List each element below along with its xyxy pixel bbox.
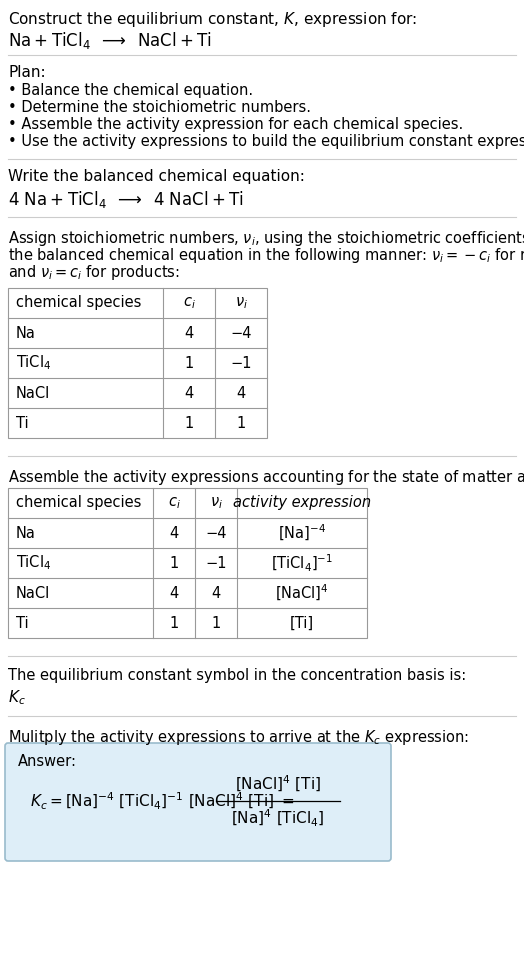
Text: 1: 1 [184, 355, 194, 371]
Text: NaCl: NaCl [16, 386, 50, 400]
Text: $K_c = [\mathrm{Na}]^{-4}\ [\mathrm{TiCl_4}]^{-1}\ [\mathrm{NaCl}]^4\ [\mathrm{T: $K_c = [\mathrm{Na}]^{-4}\ [\mathrm{TiCl… [30, 791, 294, 812]
Text: Na: Na [16, 326, 36, 341]
Text: [TiCl$_4$]$^{-1}$: [TiCl$_4$]$^{-1}$ [271, 552, 333, 574]
Text: [Ti]: [Ti] [290, 616, 314, 630]
Text: [NaCl]$^4$: [NaCl]$^4$ [275, 583, 329, 603]
Text: 4: 4 [211, 585, 221, 601]
Text: $\nu_i$: $\nu_i$ [235, 295, 247, 310]
Text: 4: 4 [184, 326, 194, 341]
Bar [8, 488, 367, 638]
Text: and $\nu_i = c_i$ for products:: and $\nu_i = c_i$ for products: [8, 263, 180, 282]
Text: $c_i$: $c_i$ [182, 295, 195, 310]
Text: 1: 1 [184, 415, 194, 431]
Text: Assemble the activity expressions accounting for the state of matter and $\nu_i$: Assemble the activity expressions accoun… [8, 468, 524, 487]
Text: 1: 1 [211, 616, 221, 630]
Text: $\nu_i$: $\nu_i$ [210, 495, 223, 511]
Text: [Na]$^{-4}$: [Na]$^{-4}$ [278, 523, 326, 543]
Text: Construct the equilibrium constant, $K$, expression for:: Construct the equilibrium constant, $K$,… [8, 10, 417, 29]
Text: $K_c$: $K_c$ [8, 688, 26, 707]
Text: Mulitply the activity expressions to arrive at the $K_c$ expression:: Mulitply the activity expressions to arr… [8, 728, 469, 747]
Text: 4 Na + TiCl$_4$ $\longrightarrow$ 4 NaCl + Ti: 4 Na + TiCl$_4$ $\longrightarrow$ 4 NaCl… [8, 189, 244, 210]
Text: −4: −4 [230, 326, 252, 341]
Text: Assign stoichiometric numbers, $\nu_i$, using the stoichiometric coefficients, $: Assign stoichiometric numbers, $\nu_i$, … [8, 229, 524, 248]
Text: chemical species: chemical species [16, 295, 141, 310]
Text: Answer:: Answer: [18, 754, 77, 769]
Text: Write the balanced chemical equation:: Write the balanced chemical equation: [8, 169, 305, 184]
Text: TiCl$_4$: TiCl$_4$ [16, 554, 51, 572]
Text: $[\mathrm{NaCl}]^4\ [\mathrm{Ti}]$: $[\mathrm{NaCl}]^4\ [\mathrm{Ti}]$ [235, 774, 321, 794]
Text: 4: 4 [169, 525, 179, 541]
Text: 4: 4 [169, 585, 179, 601]
Text: Ti: Ti [16, 616, 29, 630]
Text: 4: 4 [184, 386, 194, 400]
Text: 1: 1 [169, 556, 179, 570]
Text: • Balance the chemical equation.: • Balance the chemical equation. [8, 83, 253, 98]
Text: activity expression: activity expression [233, 496, 371, 511]
Text: −4: −4 [205, 525, 227, 541]
Text: TiCl$_4$: TiCl$_4$ [16, 353, 51, 372]
Text: Na + TiCl$_4$ $\longrightarrow$ NaCl + Ti: Na + TiCl$_4$ $\longrightarrow$ NaCl + T… [8, 30, 212, 51]
FancyBboxPatch shape [5, 743, 391, 861]
Text: • Determine the stoichiometric numbers.: • Determine the stoichiometric numbers. [8, 100, 311, 115]
Text: −1: −1 [230, 355, 252, 371]
Text: −1: −1 [205, 556, 227, 570]
Text: Plan:: Plan: [8, 65, 46, 80]
Text: 1: 1 [236, 415, 246, 431]
Text: The equilibrium constant symbol in the concentration basis is:: The equilibrium constant symbol in the c… [8, 668, 466, 683]
Text: • Use the activity expressions to build the equilibrium constant expression.: • Use the activity expressions to build … [8, 134, 524, 149]
Text: Ti: Ti [16, 415, 29, 431]
Text: $c_i$: $c_i$ [168, 495, 180, 511]
Text: NaCl: NaCl [16, 585, 50, 601]
Text: Na: Na [16, 525, 36, 541]
Text: $[\mathrm{Na}]^4\ [\mathrm{TiCl_4}]$: $[\mathrm{Na}]^4\ [\mathrm{TiCl_4}]$ [231, 807, 325, 829]
Text: 4: 4 [236, 386, 246, 400]
Bar [8, 288, 267, 438]
Text: 1: 1 [169, 616, 179, 630]
Text: the balanced chemical equation in the following manner: $\nu_i = -c_i$ for react: the balanced chemical equation in the fo… [8, 246, 524, 265]
Text: • Assemble the activity expression for each chemical species.: • Assemble the activity expression for e… [8, 117, 463, 132]
Text: chemical species: chemical species [16, 496, 141, 511]
